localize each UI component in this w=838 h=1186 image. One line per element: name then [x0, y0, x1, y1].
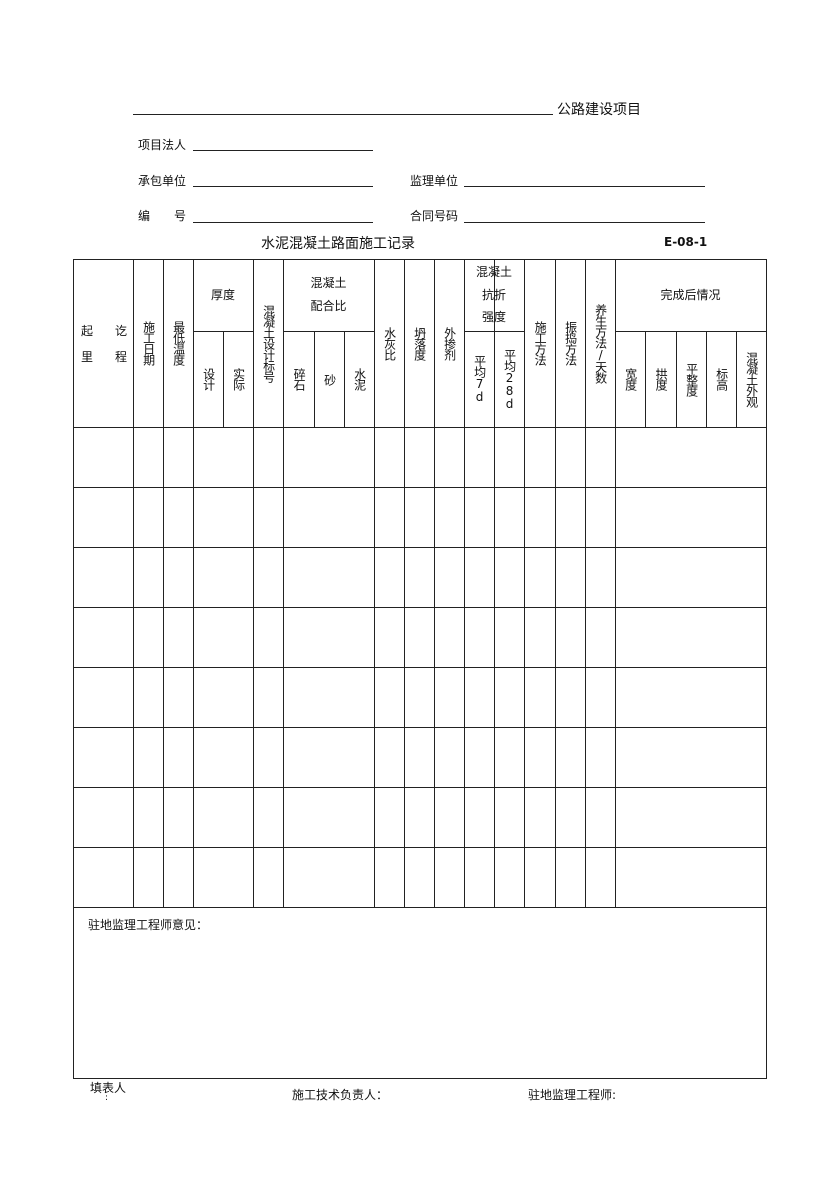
row-divider — [73, 667, 766, 668]
table-row[interactable] — [73, 547, 766, 607]
column-divider — [193, 259, 194, 907]
column-divider — [494, 259, 495, 907]
contractor-field[interactable] — [193, 186, 373, 187]
subcolumn-divider — [223, 331, 224, 427]
subcolumn-divider — [736, 331, 737, 427]
table-border-bottom — [73, 1078, 767, 1079]
subheader-divider — [193, 331, 253, 332]
row-divider — [73, 607, 766, 608]
col-admixture: 外掺剂 — [442, 326, 457, 360]
station-cheng: 程 — [115, 350, 128, 364]
form-title: 水泥混凝土路面施工记录 — [261, 236, 415, 252]
col-avg-7d: 平均7d — [472, 355, 487, 403]
station-start: 起 — [81, 324, 94, 338]
table-row[interactable] — [73, 727, 766, 787]
col-completion: 完成后情况 — [660, 287, 721, 302]
col-mix-ratio: 混凝土 配合比 — [310, 276, 347, 313]
subheader-divider — [615, 331, 766, 332]
project-name-line — [133, 114, 553, 115]
contractor-label: 承包单位 — [138, 174, 187, 188]
row-divider — [73, 727, 766, 728]
col-date: 施工日期 — [141, 321, 156, 365]
column-divider — [374, 259, 375, 907]
col-thickness: 厚度 — [210, 287, 235, 302]
owner-field[interactable] — [193, 150, 373, 151]
contract-field[interactable] — [464, 222, 705, 223]
filler-colon: : — [105, 1093, 109, 1103]
contract-label: 合同号码 — [410, 209, 459, 223]
table-border-right — [766, 259, 767, 1079]
col-thickness-design: 设计 — [201, 368, 216, 390]
station-end: 讫 — [115, 324, 128, 338]
column-divider — [615, 259, 616, 907]
comments-area[interactable] — [74, 908, 766, 1078]
col-cement: 水泥 — [352, 368, 367, 390]
row-divider — [73, 487, 766, 488]
column-divider — [133, 259, 134, 907]
column-divider — [163, 259, 164, 907]
col-gravel: 碎石 — [292, 368, 307, 390]
col-method: 施工方法 — [533, 321, 548, 365]
col-flatness: 平整度 — [684, 362, 699, 396]
col-thickness-actual: 实际 — [231, 368, 246, 390]
subheader-divider — [464, 331, 524, 332]
column-divider — [404, 259, 405, 907]
subcolumn-divider — [706, 331, 707, 427]
column-divider — [464, 259, 465, 907]
col-avg-28d: 平均28d — [502, 348, 517, 410]
col-slump: 坍落度 — [412, 326, 427, 360]
project-suffix: 公路建设项目 — [557, 102, 641, 118]
number-label: 编 号 — [138, 209, 187, 223]
table-row[interactable] — [73, 487, 766, 547]
filler-label: 填表人 — [90, 1081, 127, 1095]
row-divider — [73, 427, 766, 428]
col-width: 宽度 — [623, 368, 638, 390]
subcolumn-divider — [676, 331, 677, 427]
comments-label: 驻地监理工程师意见： — [88, 918, 209, 932]
column-divider — [253, 259, 254, 907]
table-row[interactable] — [73, 607, 766, 667]
col-elevation: 标高 — [714, 368, 729, 390]
col-vibration: 振捣方法 — [563, 321, 578, 365]
station-li: 里 — [81, 350, 94, 364]
column-divider — [434, 259, 435, 907]
table-row[interactable] — [73, 847, 766, 907]
col-min-temp: 最低温度 — [171, 321, 186, 365]
col-curing: 养生方法/天数 — [593, 303, 608, 383]
number-field[interactable] — [193, 222, 373, 223]
table-row[interactable] — [73, 427, 766, 487]
supervisor-label: 监理单位 — [410, 174, 459, 188]
form-code: E-08-1 — [664, 235, 708, 249]
row-divider — [73, 847, 766, 848]
row-divider — [73, 907, 766, 908]
subcolumn-divider — [344, 331, 345, 427]
column-divider — [283, 259, 284, 907]
table-row[interactable] — [73, 667, 766, 727]
subcolumn-divider — [314, 331, 315, 427]
table-row[interactable] — [73, 787, 766, 847]
row-divider — [73, 787, 766, 788]
col-flex-strength: 混凝土 抗折 强度 — [475, 264, 512, 325]
col-sand: 砂 — [322, 373, 337, 385]
col-camber: 拱度 — [654, 368, 669, 390]
subheader-divider — [283, 331, 374, 332]
supervisor-engineer-label: 驻地监理工程师: — [528, 1088, 617, 1102]
subcolumn-divider — [645, 331, 646, 427]
column-divider — [555, 259, 556, 907]
col-design-grade: 混凝土设计标号 — [261, 304, 276, 382]
column-divider — [585, 259, 586, 907]
table-border-left — [73, 259, 74, 1078]
tech-lead-label: 施工技术负责人： — [292, 1088, 389, 1102]
column-divider — [524, 259, 525, 907]
row-divider — [73, 547, 766, 548]
table-border-top — [73, 259, 767, 260]
col-appearance: 混凝土外观 — [744, 351, 759, 407]
supervisor-field[interactable] — [464, 186, 705, 187]
col-wc-ratio: 水灰比 — [382, 326, 397, 360]
owner-label: 项目法人 — [138, 138, 187, 152]
